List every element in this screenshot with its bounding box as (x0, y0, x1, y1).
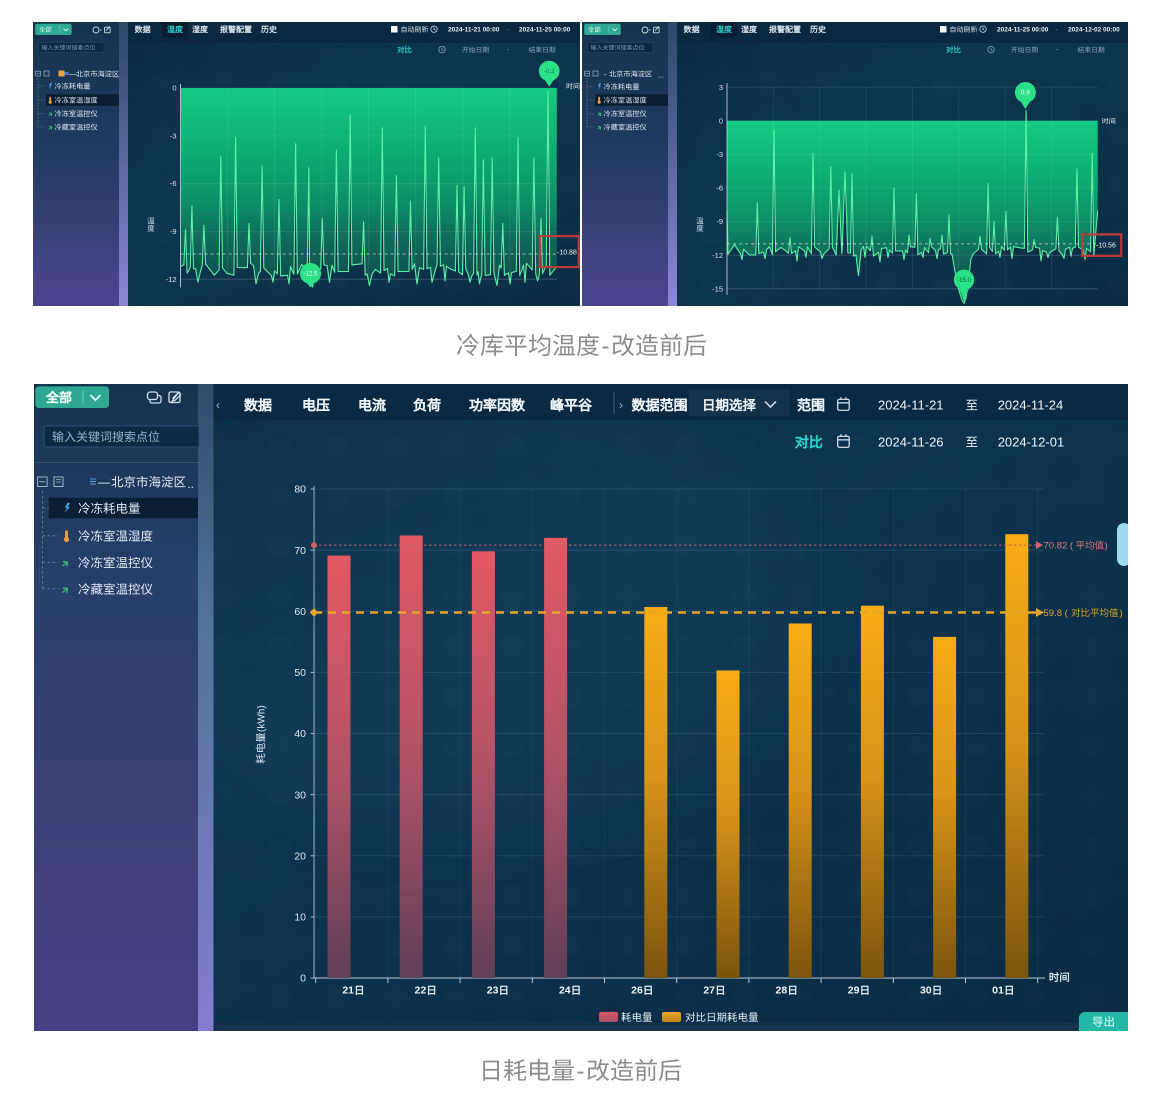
svg-text:2024-11-21: 2024-11-21 (878, 397, 944, 412)
svg-text:2024-12-02 00:00: 2024-12-02 00:00 (1068, 27, 1120, 34)
svg-text:26: 26 (631, 985, 643, 997)
svg-text:2024-11-24: 2024-11-24 (998, 397, 1064, 412)
svg-text:›: › (619, 398, 623, 412)
svg-text:-15.0: -15.0 (957, 278, 971, 284)
svg-text:59.8 (: 59.8 ( (1044, 608, 1069, 619)
svg-text:-: - (577, 1058, 585, 1085)
svg-text:-12.5: -12.5 (304, 272, 318, 278)
svg-text:10: 10 (294, 912, 306, 924)
svg-text:22: 22 (415, 985, 427, 997)
svg-text:-6: -6 (170, 179, 177, 188)
svg-text:-: - (507, 47, 510, 54)
svg-text:-12: -12 (166, 275, 177, 284)
svg-text:2024-12-01: 2024-12-01 (998, 434, 1064, 449)
svg-text:-12: -12 (712, 251, 723, 260)
svg-text:24: 24 (559, 985, 571, 997)
svg-text:3: 3 (719, 83, 723, 92)
svg-text:30: 30 (294, 789, 306, 801)
svg-text:-3: -3 (716, 150, 723, 159)
svg-text:0: 0 (172, 84, 176, 93)
svg-text:): ) (1120, 608, 1123, 619)
svg-text:-: - (507, 27, 509, 34)
svg-text:-15: -15 (712, 284, 723, 293)
svg-text:21: 21 (342, 985, 354, 997)
svg-text:): ) (1105, 540, 1108, 551)
svg-text:70.82 (: 70.82 ( (1044, 540, 1074, 551)
svg-text:-10.56: -10.56 (1096, 242, 1116, 249)
svg-text:(kWh): (kWh) (257, 705, 268, 732)
svg-text:-: - (1056, 47, 1059, 54)
svg-text:27: 27 (703, 985, 715, 997)
svg-text:80: 80 (294, 484, 306, 496)
svg-text:-3: -3 (170, 131, 177, 140)
svg-text:0: 0 (300, 973, 306, 985)
svg-text:..: .. (187, 477, 194, 491)
svg-text:‹: ‹ (216, 398, 220, 412)
svg-text:29: 29 (848, 985, 860, 997)
svg-text:50: 50 (294, 667, 306, 679)
svg-text:2024-11-25 00:00: 2024-11-25 00:00 (519, 27, 571, 34)
svg-text:40: 40 (294, 728, 306, 740)
svg-text:-0.2: -0.2 (544, 68, 555, 75)
svg-text:-6: -6 (716, 184, 723, 193)
svg-text:20: 20 (294, 850, 306, 862)
svg-text:-: - (604, 69, 607, 78)
svg-text:23: 23 (487, 985, 499, 997)
svg-text:-10.88: -10.88 (557, 249, 577, 256)
svg-text:0.9: 0.9 (1021, 90, 1030, 97)
svg-text:70: 70 (294, 545, 306, 557)
svg-text:...: ... (113, 71, 119, 80)
svg-text:2024-11-26: 2024-11-26 (878, 434, 944, 449)
svg-text:28: 28 (776, 985, 788, 997)
svg-text:-9: -9 (170, 227, 177, 236)
svg-text:-: - (602, 333, 610, 360)
svg-text:—: — (69, 69, 77, 78)
svg-text:2024-11-21 00:00: 2024-11-21 00:00 (448, 27, 500, 34)
svg-text:30: 30 (920, 985, 932, 997)
svg-text:-9: -9 (716, 217, 723, 226)
svg-text:0: 0 (719, 116, 723, 125)
svg-text:01: 01 (992, 985, 1004, 997)
svg-text:-: - (1056, 27, 1058, 34)
svg-text:—: — (98, 475, 110, 489)
svg-text:2024-11-25 00:00: 2024-11-25 00:00 (997, 27, 1049, 34)
svg-text:60: 60 (294, 606, 306, 618)
svg-text:...: ... (658, 71, 664, 80)
